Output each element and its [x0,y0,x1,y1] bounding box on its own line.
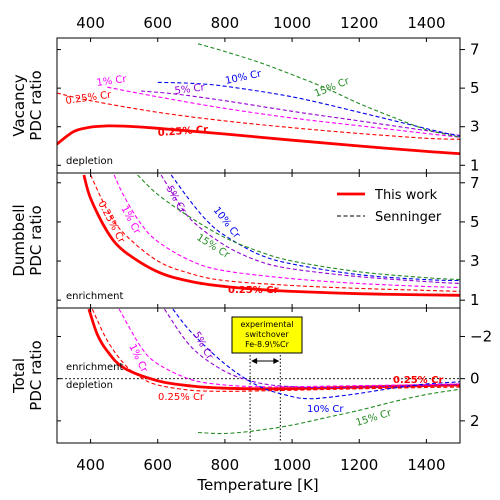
switchover-box-text: Fe-8.9\%Cr [245,340,290,349]
axes-layer [56,37,465,444]
panel-curves-dumbbell [82,174,460,297]
region-label-upper: enrichment [66,362,123,373]
x-tick-label-top: 1200 [340,14,378,32]
region-label: depletion [66,156,113,167]
y-axis-label-total: TotalPDC ratio [10,340,45,410]
y-tick-label: 7 [470,41,480,59]
series-label: 10% Cr [224,68,263,87]
x-tick-label-top: 600 [143,14,172,32]
legend-label: This work [374,188,438,203]
region-label: enrichment [66,291,123,302]
y-tick-label: 5 [470,213,480,231]
series-label: 0.25% Cr [65,90,113,107]
switchover-box-text: switchover [245,330,289,339]
series-line-t_s15 [197,388,460,435]
text-layer: Temperature [K] 400400600600800800100010… [10,14,492,494]
switchover-box-text: experimental [240,320,293,329]
x-tick-label-top: 1000 [273,14,311,32]
x-tick-label-bottom: 1200 [340,456,378,474]
y-tick-label: 3 [470,118,480,136]
y-tick-label: 7 [470,174,480,192]
series-line-d_this [82,174,460,297]
series-label: 0.25% Cr [157,124,208,138]
series-line-d_s10 [170,174,460,282]
y-axis-label-line: PDC ratio [27,70,45,140]
series-layer [57,43,460,443]
y-axis-label-vacancy: VacancyPDC ratio [10,70,45,140]
series-line-v_s1 [107,86,460,138]
panel-curves-vacancy [57,43,460,156]
x-tick-label-top: 400 [76,14,105,32]
switchover-arrow-head-left [251,358,258,364]
y-axis-label-line: PDC ratio [27,340,45,410]
y-tick-label: 1 [470,291,480,309]
series-label: 15% Cr [355,407,394,428]
legend-label: Senninger [375,210,442,225]
series-line-v_s10 [157,81,460,137]
series-label: 0.25% Cr [393,375,444,386]
y-tick-label: 5 [470,79,480,97]
series-line-d_s025 [90,174,460,292]
y-axis-label-line: Dumbbell [10,204,28,276]
series-label: 10% Cr [307,404,344,415]
panel-curves-total [57,308,460,443]
x-tick-label-bottom: 1000 [273,456,311,474]
series-line-t_s10 [172,308,460,400]
y-tick-label: 3 [470,252,480,270]
series-line-v_this [57,124,460,156]
series-label: 10% Cr [211,205,243,241]
y-tick-label: 0 [470,370,480,388]
x-tick-label-bottom: 1400 [407,456,445,474]
series-label: 5% Cr [163,184,188,216]
y-tick-label: −2 [470,327,492,345]
region-label-lower: depletion [66,380,113,391]
series-label: 0.25% Cr [228,285,279,296]
series-label: 5% Cr [174,82,206,97]
x-tick-label-top: 1400 [407,14,445,32]
x-tick-label-bottom: 800 [211,456,240,474]
switchover-arrow-head-right [273,358,280,364]
series-line-t_s025 [91,308,460,392]
series-line-d_s1 [113,174,460,289]
panel-frame-total [56,307,461,444]
x-tick-label-bottom: 400 [76,456,105,474]
x-axis-label: Temperature [K] [196,476,318,494]
x-tick-label-top: 800 [211,14,240,32]
y-axis-label-dumbbell: DumbbellPDC ratio [10,204,45,276]
y-axis-label-line: Total [10,358,28,394]
x-tick-label-bottom: 600 [143,456,172,474]
y-tick-label: 2 [470,412,480,430]
y-tick-label: 1 [470,156,480,174]
series-line-v_s025 [57,92,460,140]
series-line-d_s15 [137,174,460,281]
series-line-v_s5 [140,90,460,136]
y-axis-label-line: PDC ratio [27,205,45,275]
y-axis-label-line: Vacancy [10,74,28,136]
series-label: 1% Cr [96,74,128,89]
series-label: 0.25% Cr [158,392,205,403]
series-label: 15% Cr [313,76,352,100]
switchover-box [231,316,303,354]
series-line-d_s5 [160,174,460,285]
